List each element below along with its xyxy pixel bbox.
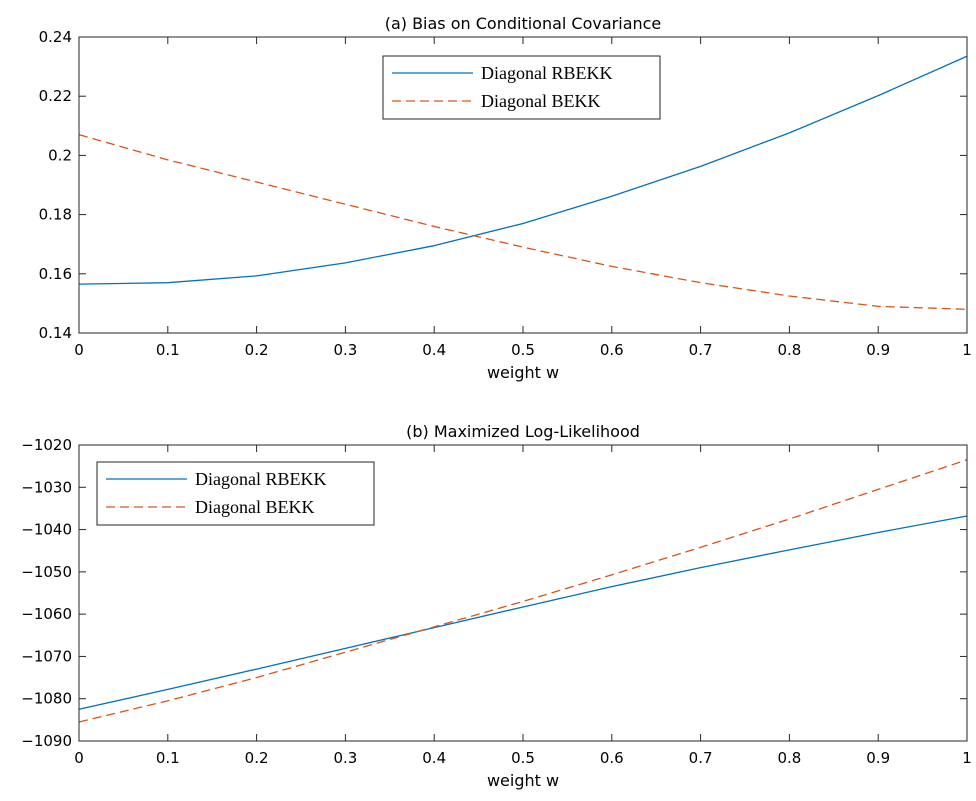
x-tick-label: 0.9: [866, 341, 890, 359]
legend-label-rbekk: Diagonal RBEKK: [481, 63, 612, 83]
y-tick-label: 0.16: [39, 265, 72, 283]
y-tick-label: −1080: [21, 690, 72, 708]
legend: Diagonal RBEKK Diagonal BEKK: [96, 461, 375, 526]
x-tick-label: 0.7: [689, 341, 713, 359]
legend-box: [96, 461, 375, 526]
y-tick-label: −1020: [21, 436, 72, 454]
y-tick-label: −1070: [21, 647, 72, 665]
series-line-bekk: [78, 134, 968, 310]
y-tick-label: −1040: [21, 521, 72, 539]
legend-box: [382, 55, 661, 120]
x-tick-label: 0: [74, 749, 84, 767]
chart-panel-2: 0 0.1 0.2 0.3 0.4 0.5 0.6 0.7 0.8 0.9 1 −1090 −1080 −…: [21, 422, 972, 790]
x-tick-label: 0.5: [511, 341, 535, 359]
chart-title: (b) Maximized Log-Likelihood: [406, 422, 640, 441]
x-tick-label: 0.6: [600, 341, 624, 359]
x-tick-label: 0.8: [777, 341, 801, 359]
x-tick-label: 0.7: [689, 749, 713, 767]
x-tick-label: 0.5: [511, 749, 535, 767]
x-tick-label: 0.1: [156, 749, 180, 767]
y-tick-label: 0.2: [48, 146, 72, 164]
chart-panel-1: 0 0.1 0.2 0.3 0.4 0.5 0.6 0.7 0.8 0.9 1 0.14 0.16 0.1…: [39, 14, 972, 382]
y-tick-label: −1030: [21, 478, 72, 496]
chart-title: (a) Bias on Conditional Covariance: [385, 14, 662, 33]
x-axis-label: weight w: [487, 771, 559, 790]
x-tick-label: 0.2: [245, 341, 269, 359]
legend-label-bekk: Diagonal BEKK: [481, 91, 600, 111]
legend: Diagonal RBEKK Diagonal BEKK: [382, 55, 661, 120]
y-tick-label: −1090: [21, 732, 72, 750]
legend-label-bekk: Diagonal BEKK: [195, 497, 314, 517]
y-tick-label: 0.24: [39, 28, 72, 46]
y-tick-label: −1050: [21, 563, 72, 581]
series-line-bekk: [78, 459, 968, 723]
x-tick-label: 0.9: [866, 749, 890, 767]
y-tick-label: 0.18: [39, 206, 72, 224]
x-tick-label: 0.3: [333, 749, 357, 767]
x-tick-label: 0.2: [245, 749, 269, 767]
x-tick-label: 0.1: [156, 341, 180, 359]
x-axis-label: weight w: [487, 363, 559, 382]
x-tick-label: 0.3: [333, 341, 357, 359]
y-tick-label: 0.14: [39, 324, 72, 342]
x-tick-label: 0.4: [422, 341, 446, 359]
x-tick-label: 0.8: [777, 749, 801, 767]
x-tick-label: 0: [74, 341, 84, 359]
y-tick-label: 0.22: [39, 87, 72, 105]
x-tick-label: 0.4: [422, 749, 446, 767]
series-line-rbekk: [78, 515, 968, 710]
x-tick-label: 0.6: [600, 749, 624, 767]
legend-label-rbekk: Diagonal RBEKK: [195, 469, 326, 489]
y-tick-label: −1060: [21, 605, 72, 623]
x-tick-label: 1: [962, 341, 972, 359]
x-tick-label: 1: [962, 749, 972, 767]
series-line-rbekk: [78, 55, 968, 285]
